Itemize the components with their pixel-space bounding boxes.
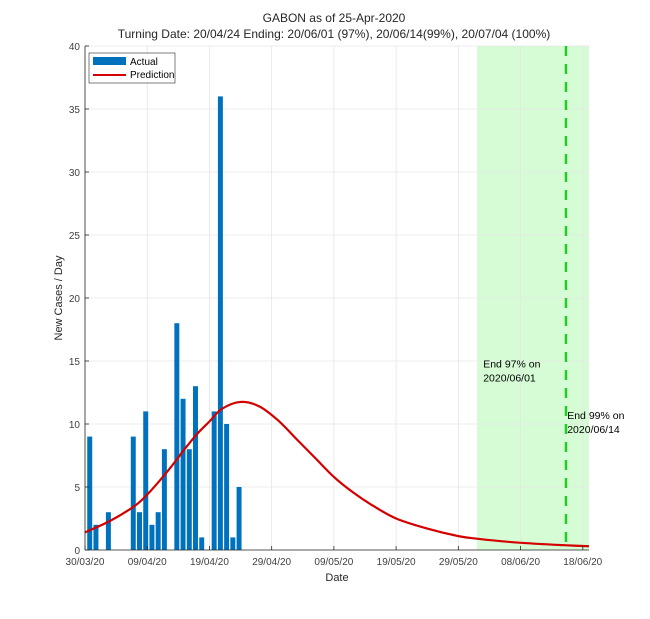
bar-11-04 (155, 512, 161, 550)
legend: Actual Prediction (88, 52, 176, 84)
bar-08-04 (137, 512, 142, 550)
gridlines (84, 45, 589, 551)
x-tick-label: 08/06/20 (501, 557, 540, 568)
y-axis-label: New Cases / Day (53, 255, 65, 340)
axes: 0 5 10 15 20 25 30 35 40 30/03/20 09/04/20 19/04/20… (66, 42, 603, 568)
legend-label-prediction: Prediction (130, 70, 174, 81)
bar-17-04 (193, 386, 198, 550)
y-tick-label: 20 (69, 294, 81, 305)
bar-12-04 (161, 449, 167, 550)
bar-07-04 (130, 436, 136, 550)
bar-14-04 (174, 323, 180, 550)
bar-09-04 (143, 411, 149, 550)
annotation-end-99pct: 2020/06/14 (567, 424, 620, 436)
x-tick-label: 29/04/20 (252, 557, 291, 568)
x-tick-label: 18/06/20 (563, 557, 602, 568)
prediction-line-group (84, 400, 590, 548)
prediction-line (84, 400, 590, 548)
bar-01-04 (93, 524, 99, 550)
bar-23-04 (230, 537, 236, 550)
chart-title: GABON as of 25-Apr-2020 (263, 11, 406, 25)
x-tick-label: 19/05/20 (377, 557, 416, 568)
y-tick-label: 10 (69, 420, 81, 431)
annotation-end-97pct: 2020/06/01 (483, 372, 536, 384)
bar-22-04 (224, 424, 230, 550)
bar-18-04 (199, 537, 205, 550)
y-tick-label: 40 (69, 42, 81, 53)
x-axis-label: Date (325, 572, 348, 584)
bar-21-04 (217, 96, 223, 551)
annotations: End 97% on 2020/06/01 End 99% on 2020/06/14 (483, 358, 624, 436)
x-tick-label: 09/05/20 (314, 557, 353, 568)
bar-20-04 (211, 411, 217, 550)
bar-15-04 (180, 398, 186, 550)
actual-bars (87, 96, 242, 551)
bar-16-04 (186, 449, 192, 550)
x-tick-label: 29/05/20 (439, 557, 478, 568)
y-tick-label: 15 (69, 357, 81, 368)
legend-label-actual: Actual (130, 57, 158, 68)
annotation-end-99pct: End 99% on (567, 410, 624, 422)
bar-24-04 (236, 487, 242, 550)
y-tick-label: 25 (69, 231, 81, 242)
bar-31-03 (87, 436, 93, 550)
x-tick-label: 30/03/20 (66, 557, 105, 568)
bar-10-04 (149, 524, 155, 550)
x-tick-label: 09/04/20 (128, 557, 167, 568)
annotation-end-97pct: End 97% on (483, 358, 540, 370)
y-tick-label: 35 (69, 105, 81, 116)
y-tick-label: 0 (74, 546, 80, 557)
x-tick-label: 19/04/20 (190, 557, 229, 568)
chart-subtitle: Turning Date: 20/04/24 Ending: 20/06/01 … (118, 27, 551, 41)
legend-swatch-actual (93, 57, 126, 65)
bar-03-04 (105, 512, 111, 550)
y-tick-label: 30 (69, 168, 81, 179)
y-tick-label: 5 (74, 483, 80, 494)
